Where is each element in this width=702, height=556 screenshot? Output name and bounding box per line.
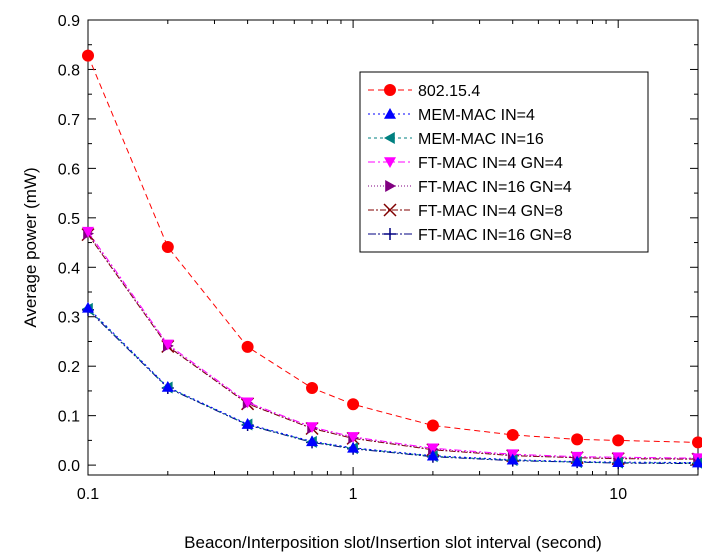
series-5 (81, 228, 702, 466)
legend-item: FT-MAC IN=16 GN=4 (368, 179, 572, 196)
series-layer (81, 49, 702, 470)
y-tick-label: 0.6 (58, 161, 80, 178)
series-line (87, 233, 699, 460)
legend-label: FT-MAC IN=16 GN=4 (418, 179, 572, 196)
data-point-triangle-down-marker (384, 157, 396, 168)
y-tick-label: 0.7 (58, 112, 80, 129)
legend-item: FT-MAC IN=4 GN=8 (368, 203, 563, 220)
data-point-circle-marker (82, 49, 94, 62)
series-line (87, 55, 699, 443)
data-point-triangle-up-marker (571, 455, 584, 467)
legend-label: MEM-MAC IN=16 (418, 131, 544, 148)
legend: 802.15.4 MEM-MAC IN=4 MEM-MAC IN=16 FT-MAC … (359, 71, 649, 253)
series-line (87, 307, 699, 464)
series-line (87, 234, 699, 460)
x-axis-title: Beacon/Interposition slot/Insertion slot… (184, 533, 602, 552)
data-point-triangle-up-marker (506, 453, 519, 465)
data-point-plus-marker (384, 228, 396, 240)
series-3 (82, 226, 702, 465)
y-tick-label: 0.2 (58, 359, 80, 376)
legend-label: MEM-MAC IN=4 (418, 107, 535, 124)
data-point-circle-marker (612, 434, 625, 447)
data-point-circle-marker (571, 433, 584, 446)
data-point-circle-marker (384, 84, 396, 96)
y-tick-label: 0.5 (58, 211, 80, 228)
data-point-triangle-up-marker (612, 456, 625, 467)
data-point-circle-marker (347, 398, 360, 411)
data-point-circle-marker (161, 241, 174, 254)
data-point-triangle-up-marker (384, 108, 396, 119)
series-1 (82, 301, 702, 468)
y-tick-label: 0.3 (58, 310, 80, 327)
data-point-triangle-left-marker (384, 132, 395, 144)
data-point-triangle-right-marker (385, 180, 396, 192)
data-point-triangle-up-marker (306, 435, 319, 447)
x-tick-label: 10 (609, 486, 627, 503)
y-tick-label: 0.9 (58, 13, 80, 30)
series-line (87, 231, 699, 459)
legend-item: MEM-MAC IN=4 (368, 107, 535, 124)
y-tick-label: 0.0 (58, 458, 80, 475)
series-4 (83, 227, 702, 465)
legend-item: FT-MAC IN=16 GN=8 (368, 227, 572, 244)
data-point-circle-marker (692, 436, 702, 449)
y-tick-label: 0.8 (58, 62, 80, 79)
data-point-triangle-up-marker (241, 418, 254, 429)
data-point-triangle-up-marker (82, 301, 94, 313)
y-tick-label: 0.4 (58, 260, 80, 277)
data-point-x-marker (383, 203, 397, 217)
x-tick-label: 0.1 (77, 486, 99, 503)
y-tick-label: 0.1 (58, 409, 80, 426)
x-axis: 0.1 1 10 (77, 20, 627, 503)
data-point-triangle-up-marker (347, 441, 360, 453)
legend-label: FT-MAC IN=4 GN=4 (418, 155, 563, 172)
x-tick-label: 1 (349, 486, 358, 503)
y-axis-title: Average power (mW) (21, 167, 40, 327)
plot-border (87, 19, 699, 476)
legend-item: FT-MAC IN=4 GN=4 (368, 155, 563, 172)
legend-label: 802.15.4 (418, 83, 480, 100)
legend-label: FT-MAC IN=16 GN=8 (418, 227, 572, 244)
data-point-circle-marker (241, 340, 254, 353)
data-point-triangle-up-marker (426, 449, 439, 461)
data-point-triangle-down-marker (82, 226, 94, 238)
legend-label: FT-MAC IN=4 GN=8 (418, 203, 563, 220)
data-point-triangle-down-marker (161, 339, 174, 351)
legend-item: MEM-MAC IN=16 (368, 131, 544, 148)
data-point-triangle-down-marker (241, 397, 254, 409)
plot-frame (87, 19, 699, 476)
data-point-circle-marker (426, 419, 439, 432)
series-6 (82, 303, 702, 470)
data-point-circle-marker (506, 428, 519, 441)
data-point-triangle-down-marker (306, 422, 319, 434)
data-point-circle-marker (306, 381, 319, 394)
series-0 (82, 49, 702, 449)
data-point-triangle-up-marker (692, 456, 702, 468)
data-point-triangle-down-marker (347, 432, 360, 443)
data-point-triangle-up-marker (161, 380, 174, 392)
y-axis: 0.0 0.1 0.2 0.3 0.4 0.5 0.6 0.7 0.8 0.9 (58, 13, 698, 475)
data-point-triangle-down-marker (426, 443, 439, 455)
legend-item: 802.15.4 (368, 83, 480, 100)
